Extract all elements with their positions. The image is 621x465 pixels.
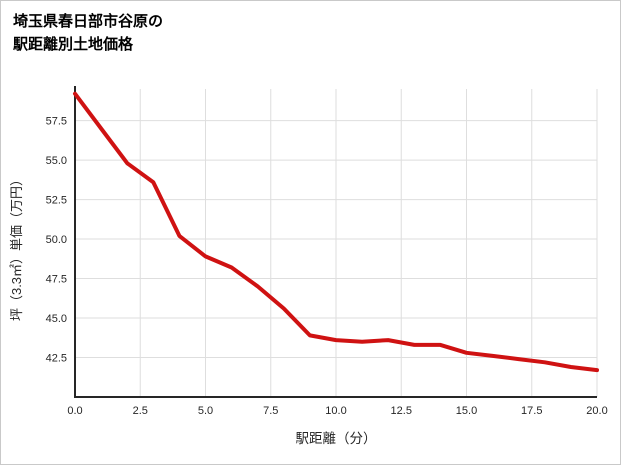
y-tick-label: 57.5: [46, 116, 67, 128]
x-tick-label: 12.5: [391, 405, 412, 417]
x-tick-label: 20.0: [586, 405, 607, 417]
y-axis-label: 坪（3.3㎡）単価（万円）: [9, 173, 24, 321]
y-tick-label: 52.5: [46, 195, 67, 207]
y-tick-label: 47.5: [46, 274, 67, 286]
x-tick-label: 10.0: [325, 405, 346, 417]
y-tick-label: 55.0: [46, 155, 67, 167]
x-tick-label: 5.0: [198, 405, 213, 417]
line-chart: 42.5 45.0 47.5 50.0 52.5 55.0 57.5 0.0 2.5 5.0 7.5…: [9, 86, 608, 446]
chart-title-line-2: 駅距離別土地価格: [13, 35, 134, 53]
chart-title: 埼玉県春日部市谷原の 駅距離別土地価格: [1, 1, 620, 56]
y-tick-label: 45.0: [46, 313, 67, 325]
x-tick-label: 17.5: [521, 405, 542, 417]
y-tick-label: 50.0: [46, 234, 67, 246]
x-tick-label: 0.0: [67, 405, 82, 417]
chart-title-line-1: 埼玉県春日部市谷原の: [13, 13, 164, 30]
x-tick-label: 7.5: [263, 405, 278, 417]
x-tick-label: 2.5: [133, 405, 148, 417]
x-tick-label: 15.0: [456, 405, 477, 417]
price-line: [73, 91, 599, 373]
y-tick-label: 42.5: [46, 353, 67, 365]
x-axis-label: 駅距離（分）: [296, 431, 377, 446]
